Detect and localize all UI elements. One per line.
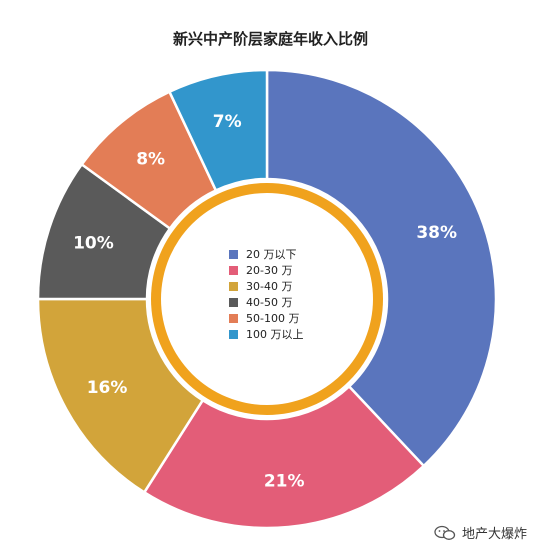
legend-label-4: 50-100 万 [246, 312, 300, 325]
legend-label-5: 100 万以上 [246, 328, 304, 341]
data-label-1: 21% [264, 472, 305, 492]
legend: 20 万以下 20-30 万 30-40 万 40-50 万 50-100 万 100 万… [229, 246, 304, 342]
data-labels: 38% 21% 16% 10% 8% 7% [73, 112, 457, 492]
donut-slices [36, 68, 498, 530]
data-label-4: 8% [136, 149, 165, 169]
legend-label-3: 40-50 万 [246, 296, 293, 309]
data-label-0: 38% [416, 223, 457, 243]
data-label-3: 10% [73, 234, 114, 254]
legend-swatch-1 [229, 265, 238, 275]
watermark: 地产大爆炸 [434, 523, 527, 542]
center-hole [161, 193, 373, 405]
legend-label-2: 30-40 万 [246, 280, 293, 293]
legend-item-4: 50-100 万 [229, 310, 304, 326]
slice-1 [142, 384, 426, 530]
legend-swatch-3 [229, 297, 238, 307]
data-label-5: 7% [213, 112, 242, 132]
legend-item-0: 20 万以下 [229, 246, 304, 262]
wechat-icon [434, 525, 456, 540]
legend-swatch-4 [229, 313, 238, 323]
legend-item-5: 100 万以上 [229, 326, 304, 342]
chart-title: 新兴中产阶层家庭年收入比例 [172, 30, 368, 48]
data-label-2: 16% [87, 378, 128, 398]
legend-swatch-5 [229, 329, 238, 339]
legend-label-1: 20-30 万 [246, 264, 293, 277]
slice-5 [167, 68, 269, 193]
legend-item-1: 20-30 万 [229, 262, 304, 278]
legend-label-0: 20 万以下 [246, 248, 297, 261]
legend-swatch-2 [229, 281, 238, 291]
watermark-text: 地产大爆炸 [461, 527, 527, 542]
legend-item-2: 30-40 万 [229, 278, 304, 294]
slice-2 [36, 297, 205, 495]
legend-item-3: 40-50 万 [229, 294, 304, 310]
legend-swatch-0 [229, 249, 238, 259]
slice-0 [265, 68, 498, 468]
